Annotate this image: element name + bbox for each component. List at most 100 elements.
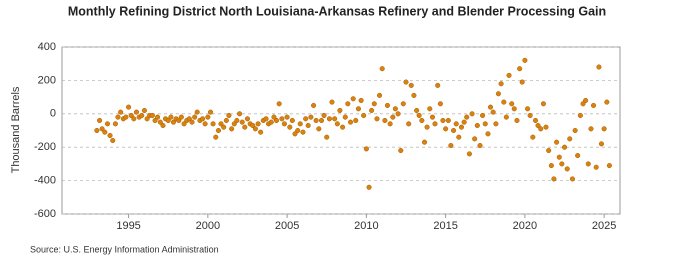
data-point [311, 102, 317, 108]
data-point [337, 107, 343, 114]
data-point [572, 127, 578, 134]
data-point [313, 117, 319, 124]
data-point [395, 111, 401, 117]
data-point [303, 116, 309, 122]
data-point [588, 126, 594, 132]
data-point [300, 129, 306, 135]
data-point [519, 79, 525, 85]
data-point [297, 121, 303, 127]
data-point [176, 117, 182, 124]
data-point [366, 184, 372, 190]
data-point [390, 114, 396, 120]
data-point [363, 146, 369, 152]
data-point [334, 121, 340, 127]
data-point [178, 114, 184, 120]
data-point [540, 101, 546, 107]
data-point [421, 139, 428, 145]
x-tick-label: 2005 [275, 220, 299, 232]
data-point [408, 82, 414, 88]
data-point [126, 104, 132, 110]
data-point [218, 121, 224, 127]
data-point [258, 129, 264, 135]
data-point [355, 106, 361, 112]
data-point [517, 66, 523, 72]
data-point [229, 126, 235, 132]
data-point [456, 134, 462, 140]
data-point [186, 116, 192, 122]
x-tick-label: 2015 [433, 220, 457, 232]
data-point [123, 114, 129, 120]
data-point [480, 112, 486, 119]
x-tick-label: 1995 [116, 220, 140, 232]
data-point [493, 121, 499, 127]
data-point [559, 161, 565, 167]
data-point [110, 137, 116, 144]
data-point [295, 127, 301, 134]
data-point [292, 131, 298, 137]
data-point [202, 121, 208, 127]
y-tick-label: 0 [50, 108, 56, 120]
data-point [532, 117, 539, 124]
data-point [451, 127, 457, 134]
data-point [406, 121, 412, 127]
y-tick-label: 200 [38, 74, 56, 86]
data-point [432, 121, 438, 127]
data-point [482, 121, 488, 127]
data-point [598, 141, 605, 147]
data-point [133, 109, 140, 115]
data-point [466, 151, 472, 157]
data-point [554, 139, 560, 145]
y-tick-label: -600 [34, 208, 56, 220]
data-point [387, 121, 393, 127]
data-point [358, 97, 364, 103]
data-point [102, 129, 108, 135]
data-point [509, 101, 515, 107]
data-point [514, 117, 520, 124]
data-point [472, 136, 478, 142]
data-point [194, 109, 200, 115]
data-point [464, 114, 470, 120]
data-point [305, 122, 311, 129]
data-point [461, 119, 467, 125]
data-point [250, 122, 256, 129]
data-point [255, 121, 261, 127]
data-point [384, 102, 390, 108]
data-point [242, 124, 248, 130]
data-point [369, 107, 375, 114]
data-point [546, 147, 552, 154]
data-point [165, 117, 171, 124]
data-point [527, 112, 533, 119]
data-point [448, 142, 454, 149]
data-point [324, 134, 330, 140]
data-point [477, 142, 483, 149]
data-point [443, 126, 449, 132]
data-point [131, 116, 137, 122]
data-point [601, 126, 607, 132]
data-point [318, 117, 325, 124]
data-point [308, 114, 314, 120]
source-note: Source: U.S. Energy Information Administ… [30, 244, 219, 254]
data-point [268, 119, 274, 125]
data-point [530, 134, 536, 140]
data-point [501, 99, 507, 105]
data-point [440, 117, 446, 124]
data-point [548, 163, 554, 169]
data-point [538, 126, 544, 132]
data-point [590, 102, 597, 108]
y-tick-label: -200 [34, 141, 56, 153]
data-point [221, 124, 227, 130]
data-point [392, 106, 398, 112]
data-point [231, 121, 237, 127]
data-point [435, 82, 441, 88]
data-point [424, 124, 430, 130]
data-point [181, 121, 187, 127]
data-point [226, 112, 232, 119]
data-point [170, 119, 176, 125]
data-point [347, 119, 354, 125]
data-point [474, 122, 480, 129]
data-point [144, 116, 150, 122]
data-point [376, 92, 383, 98]
plot-frame [61, 46, 621, 215]
data-point [485, 131, 491, 137]
data-point [236, 111, 243, 117]
